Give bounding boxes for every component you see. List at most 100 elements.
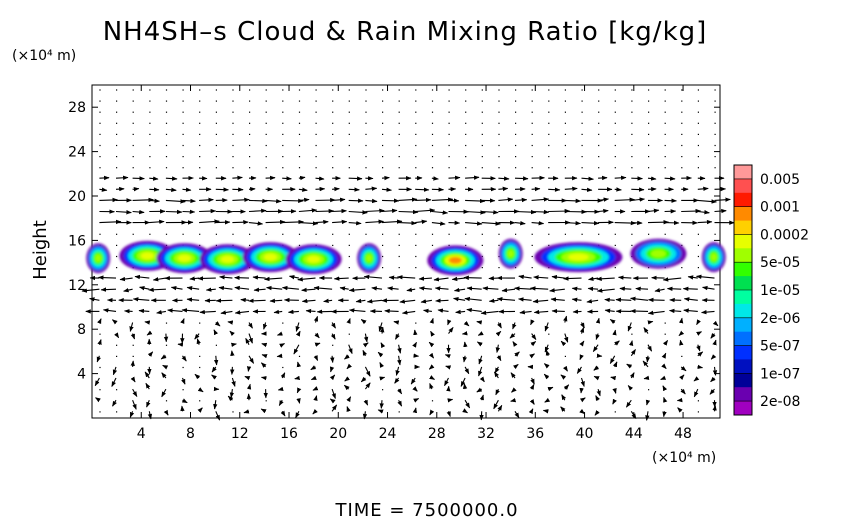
vector-arrow (348, 344, 353, 355)
vector-arrow (697, 210, 710, 215)
vector-dot (598, 100, 600, 102)
vector-dot (116, 233, 118, 235)
vector-arrow (246, 366, 252, 372)
vector-dot (548, 233, 550, 235)
vector-dot (431, 400, 434, 402)
vector-arrow (429, 317, 434, 324)
vector-dot (282, 233, 284, 235)
vector-arrow (413, 398, 420, 403)
vector-dot (99, 100, 101, 102)
vector-dot (398, 156, 400, 158)
vector-dot (614, 167, 616, 169)
vector-arrow (199, 309, 216, 315)
vector-arrow (298, 175, 306, 181)
vector-arrow (531, 333, 537, 340)
vector-dot (581, 111, 583, 113)
vector-arrow (149, 187, 160, 192)
vector-dot (215, 144, 217, 147)
vector-dot (99, 156, 101, 158)
vector-arrow (697, 219, 713, 225)
vector-dot (249, 100, 251, 102)
vector-arrow (234, 275, 250, 280)
vector-dot (249, 233, 251, 235)
vector-dot (531, 89, 533, 91)
vector-arrow (617, 275, 632, 280)
vector-dot (99, 133, 101, 135)
vector-arrow (248, 187, 256, 192)
vector-dot (199, 167, 201, 169)
vector-dot (614, 100, 616, 102)
vector-arrow (647, 320, 654, 325)
vector-arrow (344, 354, 350, 360)
y-tick-label: 24 (68, 145, 86, 161)
vector-arrow (560, 340, 567, 347)
vector-arrow (181, 398, 188, 404)
vector-dot (614, 111, 616, 113)
vector-dot (531, 156, 533, 158)
vector-arrow (362, 349, 368, 357)
vector-arrow (678, 317, 684, 324)
vector-arrow (712, 339, 717, 346)
vector-arrow (662, 277, 682, 282)
vector-arrow (348, 198, 364, 203)
vector-arrow (115, 210, 132, 215)
vector-dot (182, 233, 184, 235)
vector-arrow (282, 219, 304, 225)
vector-dot (648, 389, 650, 391)
vector-dot (431, 133, 434, 135)
vector-arrow (493, 399, 499, 410)
vector-arrow (495, 388, 500, 396)
vector-arrow (162, 364, 169, 370)
vector-arrow (598, 175, 608, 181)
vector-dot (348, 255, 350, 258)
vector-arrow (215, 411, 221, 421)
vector-dot (215, 111, 217, 113)
vector-dot (215, 167, 217, 169)
vector-dot (315, 133, 317, 135)
vector-dot (465, 233, 467, 235)
vector-arrow (398, 220, 417, 226)
vector-arrow (147, 411, 153, 420)
vector-dot (697, 156, 699, 158)
vector-dot (714, 167, 716, 169)
vector-arrow (512, 363, 519, 370)
vector-arrow (420, 299, 432, 304)
vector-arrow (579, 354, 584, 361)
vector-dot (382, 122, 384, 124)
vector-arrow (298, 197, 310, 203)
vector-arrow (560, 406, 566, 412)
vector-dot (298, 122, 301, 124)
vector-dot (697, 122, 699, 124)
vector-dot (199, 144, 201, 147)
vector-dot (365, 100, 367, 102)
vector-dot (465, 111, 467, 113)
vector-dot (631, 100, 633, 102)
vector-dot (315, 89, 317, 91)
vector-arrow (293, 344, 300, 355)
vector-dot (265, 167, 267, 169)
vector-arrow (265, 175, 276, 181)
vector-arrow (132, 297, 150, 302)
vector-dot (415, 133, 417, 135)
vector-arrow (579, 340, 585, 347)
vector-arrow (612, 387, 617, 394)
vector-arrow (220, 310, 233, 315)
vector-dot (149, 156, 151, 158)
vector-arrow (260, 375, 267, 381)
vector-arrow (182, 209, 196, 214)
vector-arrow (579, 326, 585, 334)
vector-arrow (230, 366, 235, 375)
vector-dot (282, 133, 284, 135)
vector-dot (265, 400, 267, 402)
vector-arrow (197, 276, 216, 281)
vector-arrow (213, 329, 219, 336)
vector-arrow (363, 333, 369, 343)
vector-arrow (447, 319, 452, 326)
vector-dot (382, 133, 384, 135)
vector-arrow (466, 307, 482, 313)
vector-dot (548, 333, 550, 335)
vector-arrow (243, 409, 250, 414)
vector-arrow (248, 221, 264, 226)
vector-arrow (564, 198, 582, 204)
vector-arrow (111, 319, 118, 325)
